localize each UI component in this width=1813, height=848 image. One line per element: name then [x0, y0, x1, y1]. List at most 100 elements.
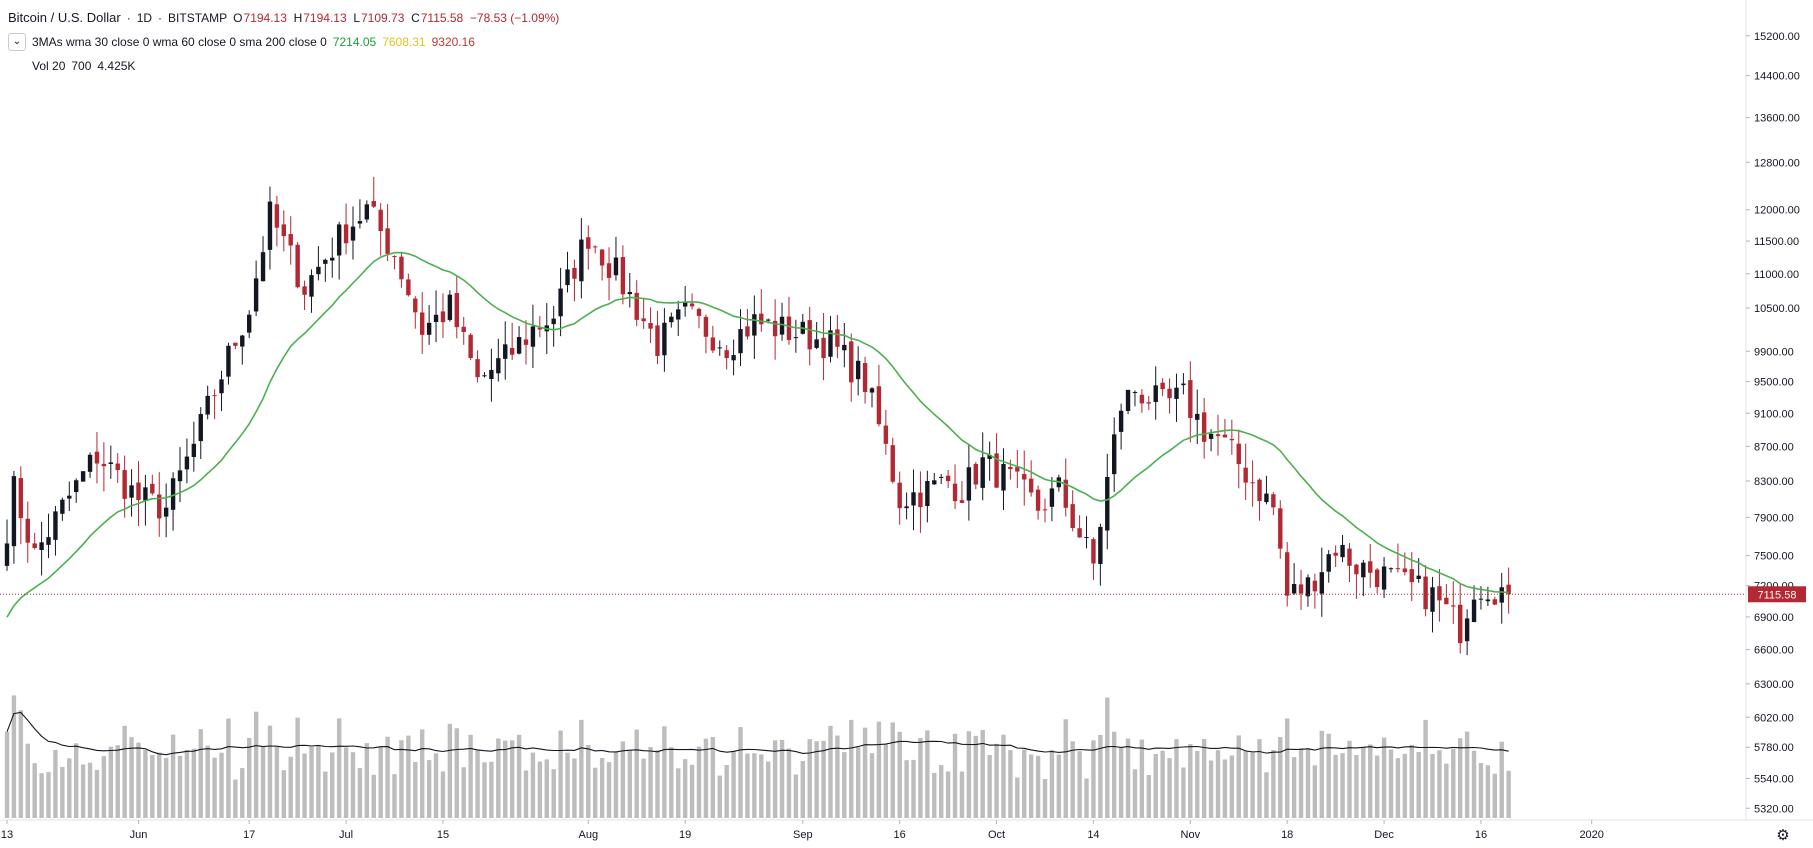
- candle-body: [267, 201, 273, 250]
- candle-body: [1236, 443, 1241, 465]
- candle-body: [1201, 412, 1207, 442]
- price-tick-label: 12800.00: [1754, 157, 1800, 169]
- time-tick-label: Sep: [793, 829, 813, 841]
- candle-body: [1464, 618, 1470, 642]
- time-tick-label: 16: [1475, 829, 1487, 841]
- time-axis: 13 Jun 17 Jul 15 Aug 19 Sep 16 Oct 14 Nov 18 Dec 16 202…: [1, 820, 1604, 841]
- candle-body: [1333, 552, 1338, 556]
- volume-bar: [53, 749, 58, 818]
- volume-bar: [1236, 735, 1241, 818]
- candle-body: [87, 454, 93, 472]
- volume-bar: [191, 748, 197, 818]
- candle-body: [316, 266, 321, 275]
- candle-body: [129, 485, 134, 498]
- volume-bar: [980, 730, 985, 818]
- volume-bar: [67, 758, 72, 818]
- volume-indicator-row: Vol 20 700 4.425K: [8, 54, 559, 78]
- candle-body: [364, 204, 370, 220]
- candle-body: [1423, 576, 1428, 610]
- volume-bar: [4, 731, 10, 818]
- price-tick-label: 6900.00: [1754, 612, 1794, 624]
- candle-body: [406, 279, 411, 296]
- candle-body: [330, 257, 335, 261]
- volume-bar: [413, 761, 418, 818]
- candle-body: [1188, 380, 1193, 418]
- candle-body: [1181, 383, 1186, 386]
- candle-body: [343, 224, 349, 244]
- time-tick-label: 16: [894, 829, 906, 841]
- candle-body: [475, 359, 480, 378]
- volume-bar: [876, 721, 882, 818]
- candle-body: [807, 320, 812, 350]
- volume-bar: [620, 741, 626, 818]
- candle-body: [378, 209, 383, 232]
- volume-bar: [897, 731, 902, 818]
- volume-bar: [1022, 749, 1027, 818]
- volume-bar: [454, 728, 459, 818]
- volume-bar: [717, 775, 722, 818]
- price-tick-label: 15200.00: [1754, 31, 1800, 43]
- volume-bar: [731, 750, 736, 818]
- candle-body: [572, 267, 577, 279]
- volume-bar: [378, 746, 383, 818]
- candle-body: [849, 341, 854, 383]
- volume-bar: [1499, 741, 1504, 818]
- candle-body: [240, 335, 245, 347]
- symbol-name[interactable]: Bitcoin / U.S. Dollar: [8, 10, 121, 25]
- volume-bar: [426, 760, 432, 818]
- symbol-row: Bitcoin / U.S. Dollar · 1D · BITSTAMP O7…: [8, 10, 560, 25]
- candle-body: [212, 395, 217, 397]
- volume-indicator-label[interactable]: Vol 20: [32, 59, 66, 73]
- volume-bar: [1250, 752, 1255, 818]
- volume-bar: [613, 751, 619, 818]
- candle-body: [786, 316, 792, 340]
- candle-body: [883, 425, 889, 444]
- candle-body: [994, 453, 999, 488]
- wma-line: [6, 251, 1509, 618]
- change-value: −78.53 (−1.09%): [469, 11, 560, 25]
- volume-ma: [6, 711, 1509, 756]
- candle-body: [323, 259, 328, 264]
- volume-bar: [1056, 754, 1062, 818]
- volume-indicator-param: 700: [71, 59, 92, 73]
- volume-bar: [1464, 731, 1470, 818]
- ma-indicator-label[interactable]: 3MAs wma 30 close 0 wma 60 close 0 sma 2…: [32, 35, 327, 49]
- candle-body: [32, 543, 37, 549]
- volume-bar: [406, 735, 411, 818]
- candle-body: [247, 314, 252, 333]
- candle-body: [904, 506, 909, 509]
- interval[interactable]: 1D: [136, 11, 153, 25]
- candle-body: [46, 537, 51, 545]
- volume-bar: [842, 752, 847, 818]
- volume-bar: [689, 764, 695, 818]
- volume-bar: [392, 774, 397, 818]
- candle-body: [163, 507, 169, 517]
- volume-bar: [1160, 750, 1165, 818]
- volume-bar: [1132, 769, 1138, 818]
- time-tick-label: 2020: [1579, 829, 1603, 841]
- volume-bar: [240, 768, 245, 818]
- volume-bar: [1112, 731, 1117, 818]
- ma-value-1: 7214.05: [332, 35, 377, 49]
- volume-bar: [1361, 747, 1366, 818]
- gear-icon[interactable]: ⚙: [1776, 827, 1790, 844]
- volume-bar: [925, 730, 930, 818]
- volume-bar: [606, 762, 612, 818]
- volume-bar: [1146, 774, 1151, 818]
- chevron-down-icon[interactable]: ⌄: [8, 33, 26, 51]
- volume-bar: [738, 727, 743, 818]
- candle-body: [586, 237, 591, 249]
- volume-bar: [80, 764, 86, 818]
- volume-bar: [122, 725, 127, 818]
- volume-bar: [385, 736, 390, 818]
- volume-bar: [482, 762, 487, 818]
- candle-body: [599, 249, 605, 266]
- volume-bar: [1278, 737, 1283, 818]
- candle-body: [253, 278, 259, 312]
- candle-body: [1361, 562, 1366, 578]
- volume-bar: [1215, 750, 1221, 818]
- volume-bar: [364, 743, 370, 818]
- volume-bar: [745, 753, 750, 818]
- volume-bar: [233, 779, 238, 818]
